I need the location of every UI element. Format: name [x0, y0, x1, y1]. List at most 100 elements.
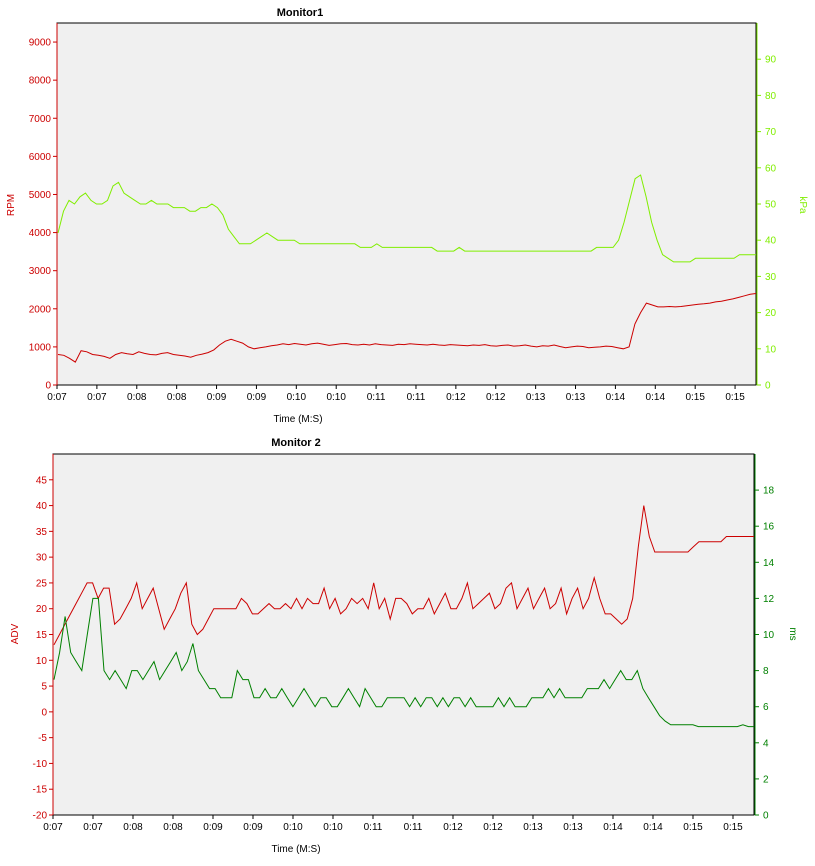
- x-axis-label: Time (M:S): [271, 844, 320, 855]
- y-left-tick-label: 7000: [29, 114, 52, 125]
- x-tick-label: 0:14: [646, 392, 666, 403]
- x-tick-label: 0:07: [47, 392, 67, 403]
- plot-area: [56, 22, 757, 386]
- x-tick-label: 0:14: [606, 392, 626, 403]
- y-right-tick-label: 20: [765, 308, 777, 319]
- x-tick-label: 0:12: [446, 392, 466, 403]
- chart-title: Monitor 2: [271, 437, 321, 449]
- y-left-tick-label: 45: [36, 475, 48, 486]
- y-right-tick-label: 30: [765, 272, 777, 283]
- x-tick-label: 0:10: [326, 392, 346, 403]
- y-right-tick-label: 12: [763, 594, 775, 605]
- y-left-tick-label: 15: [36, 630, 48, 641]
- x-tick-label: 0:14: [643, 822, 663, 833]
- x-tick-label: 0:15: [725, 392, 745, 403]
- y-left-tick-label: 5: [41, 682, 47, 693]
- y-right-tick-label: 14: [763, 558, 775, 569]
- y-right-tick-label: 0: [765, 381, 771, 392]
- y-left-tick-label: -20: [33, 811, 48, 822]
- y-right-tick-label: 16: [763, 522, 775, 533]
- y-right-tick-label: 10: [763, 630, 775, 641]
- x-tick-label: 0:11: [367, 392, 386, 403]
- y-right-ticks: 0 10 20 30 40 50 60 70 80 90: [757, 55, 777, 392]
- x-tick-label: 0:13: [523, 822, 543, 833]
- x-tick-label: 0:15: [685, 392, 705, 403]
- x-ticks: 0:07 0:07 0:08 0:08 0:09 0:09 0:10 0:10 0:11 0:11…: [43, 815, 743, 833]
- y-left-tick-label: 30: [36, 553, 48, 564]
- x-tick-label: 0:11: [364, 822, 383, 833]
- x-tick-label: 0:12: [486, 392, 506, 403]
- monitor2-chart: Monitor 2 ADV ms Time (M:S) -20 -15 -10 -5 0…: [10, 437, 798, 855]
- x-tick-label: 0:14: [603, 822, 623, 833]
- y-right-tick-label: 80: [765, 91, 777, 102]
- y-right-label: kPa: [797, 196, 808, 214]
- y-left-tick-label: 40: [36, 501, 48, 512]
- y-left-tick-label: 20: [36, 604, 48, 615]
- x-tick-label: 0:13: [563, 822, 583, 833]
- y-right-tick-label: 0: [763, 811, 769, 822]
- y-right-tick-label: 10: [765, 344, 777, 355]
- y-right-tick-label: 90: [765, 55, 777, 66]
- x-tick-label: 0:11: [404, 822, 423, 833]
- y-right-tick-label: 8: [763, 666, 769, 677]
- y-left-tick-label: 35: [36, 527, 48, 538]
- x-tick-label: 0:07: [83, 822, 103, 833]
- y-left-label: ADV: [10, 623, 21, 644]
- x-tick-label: 0:11: [407, 392, 426, 403]
- y-left-tick-label: -5: [38, 733, 47, 744]
- series-lines: [53, 505, 754, 728]
- y-right-tick-label: 18: [763, 486, 775, 497]
- x-tick-label: 0:13: [566, 392, 586, 403]
- x-ticks: 0:07 0:07 0:08 0:08 0:09 0:09 0:10 0:10 0:11 0:11…: [47, 385, 745, 403]
- x-tick-label: 0:08: [127, 392, 147, 403]
- x-tick-label: 0:07: [43, 822, 63, 833]
- y-left-tick-label: 0: [45, 381, 51, 392]
- y-left-tick-label: 0: [41, 707, 47, 718]
- y-left-tick-label: 1000: [29, 342, 52, 353]
- series-line-right: [57, 174, 756, 263]
- y-left-ticks: -20 -15 -10 -5 0 5 10 15 20 25 30 35 40 45: [33, 475, 53, 822]
- x-tick-label: 0:09: [207, 392, 227, 403]
- y-left-label: RPM: [6, 194, 17, 216]
- y-left-tick-label: 2000: [29, 304, 52, 315]
- y-right-tick-label: 60: [765, 163, 777, 174]
- y-left-tick-label: 9000: [29, 38, 52, 49]
- y-left-tick-label: 3000: [29, 266, 52, 277]
- y-left-tick-label: 10: [36, 656, 48, 667]
- x-tick-label: 0:07: [87, 392, 107, 403]
- x-tick-label: 0:10: [323, 822, 343, 833]
- series-lines: [57, 174, 757, 363]
- series-line-left: [57, 293, 757, 363]
- y-left-tick-label: 8000: [29, 76, 52, 87]
- series-line-left: [53, 505, 754, 646]
- chart-title: Monitor1: [277, 7, 323, 19]
- x-tick-label: 0:09: [247, 392, 267, 403]
- plot-area: [52, 453, 755, 816]
- y-left-tick-label: 4000: [29, 228, 52, 239]
- x-tick-label: 0:15: [683, 822, 703, 833]
- x-tick-label: 0:15: [723, 822, 743, 833]
- y-right-tick-label: 6: [763, 702, 769, 713]
- y-left-tick-label: 6000: [29, 152, 52, 163]
- x-tick-label: 0:13: [526, 392, 546, 403]
- y-right-ticks: 0 2 4 6 8 10 12 14 16 18: [755, 486, 775, 822]
- x-tick-label: 0:10: [287, 392, 307, 403]
- y-left-ticks: 0 1000 2000 3000 4000 5000 6000 7000 8000 9000: [29, 38, 57, 392]
- x-tick-label: 0:12: [443, 822, 463, 833]
- y-right-label: ms: [787, 627, 798, 640]
- y-right-tick-label: 70: [765, 127, 777, 138]
- x-tick-label: 0:08: [163, 822, 183, 833]
- y-left-tick-label: -15: [33, 785, 48, 796]
- x-axis-label: Time (M:S): [273, 414, 322, 425]
- y-left-tick-label: 5000: [29, 190, 52, 201]
- y-right-tick-label: 50: [765, 200, 777, 211]
- series-line-right: [53, 597, 754, 728]
- y-right-tick-label: 2: [763, 774, 769, 785]
- y-right-tick-label: 4: [763, 738, 769, 749]
- x-tick-label: 0:08: [123, 822, 143, 833]
- y-right-tick-label: 40: [765, 236, 777, 247]
- y-left-tick-label: 25: [36, 578, 48, 589]
- x-tick-label: 0:12: [483, 822, 503, 833]
- x-tick-label: 0:09: [203, 822, 223, 833]
